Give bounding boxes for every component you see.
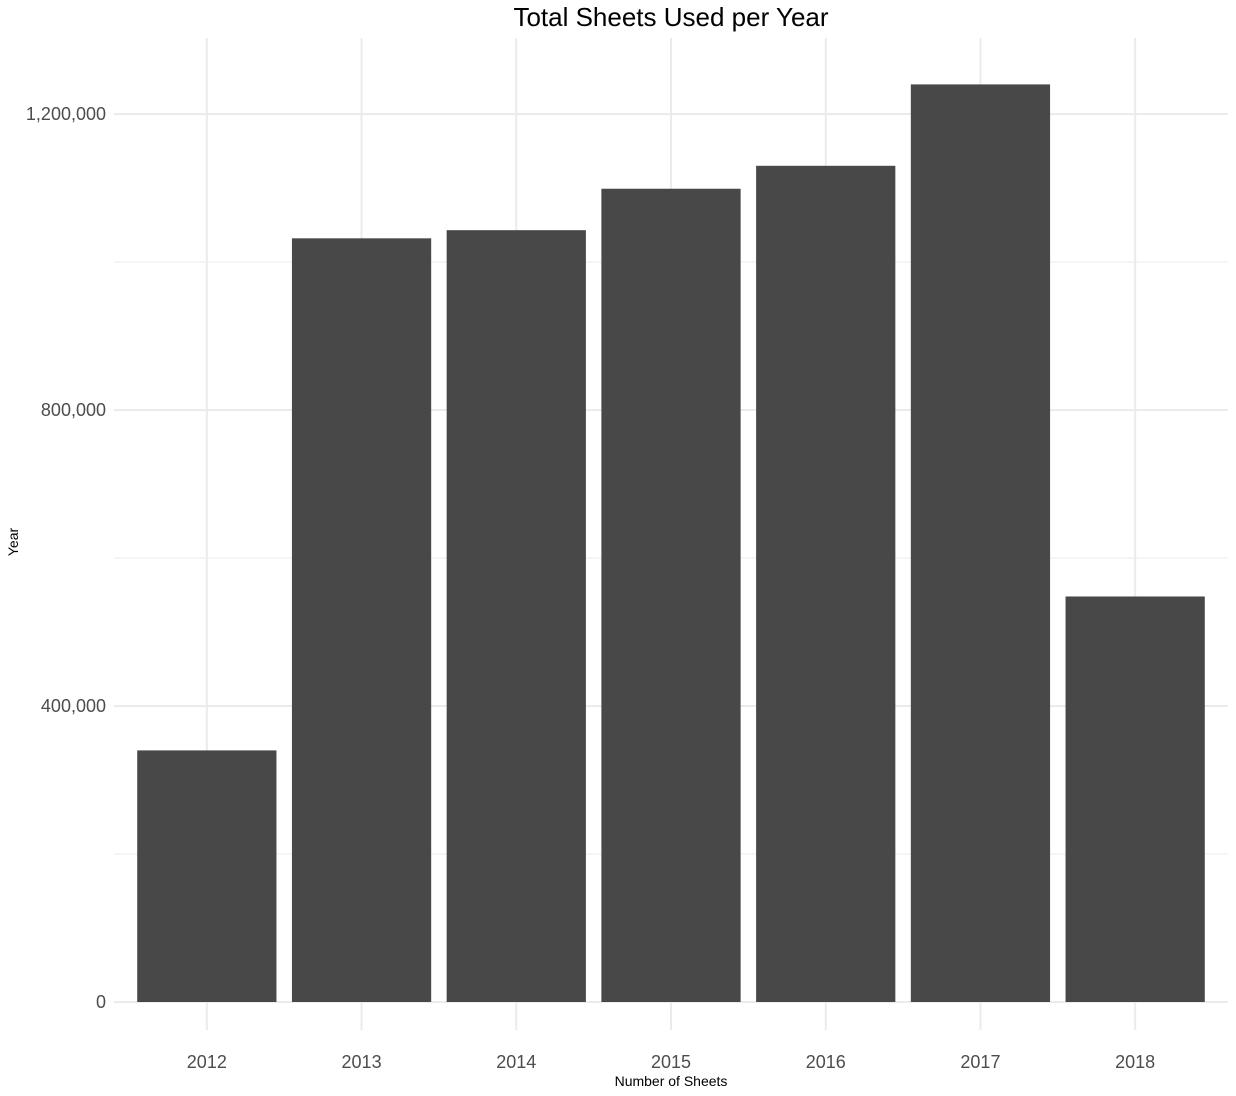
bar-2016 [756, 165, 896, 1003]
bar-2018 [1065, 596, 1205, 1002]
y-tick-label: 800,000 [41, 400, 106, 420]
bar-2014 [446, 230, 586, 1002]
bar-2015 [601, 188, 741, 1003]
x-axis-label: Number of Sheets [615, 1073, 728, 1089]
bar-2017 [910, 84, 1051, 1002]
x-tick-label: 2016 [806, 1052, 846, 1072]
x-tick-label: 2014 [496, 1052, 536, 1072]
bars [137, 84, 1205, 1003]
x-tick-label: 2013 [342, 1052, 382, 1072]
chart-title: Total Sheets Used per Year [513, 2, 828, 32]
x-tick-labels: 2012 2013 2014 2015 2016 2017 2018 [187, 1052, 1155, 1072]
bar-2012 [137, 750, 277, 1002]
x-tick-label: 2017 [960, 1052, 1000, 1072]
bar-2013 [291, 238, 432, 1002]
x-tick-label: 2018 [1115, 1052, 1155, 1072]
y-tick-label: 0 [96, 992, 106, 1012]
y-axis-label: Year [5, 528, 21, 557]
y-tick-labels: 0 400,000 800,000 1,200,000 [26, 104, 106, 1012]
y-tick-label: 400,000 [41, 696, 106, 716]
x-tick-label: 2015 [651, 1052, 691, 1072]
x-tick-label: 2012 [187, 1052, 227, 1072]
y-tick-label: 1,200,000 [26, 104, 106, 124]
